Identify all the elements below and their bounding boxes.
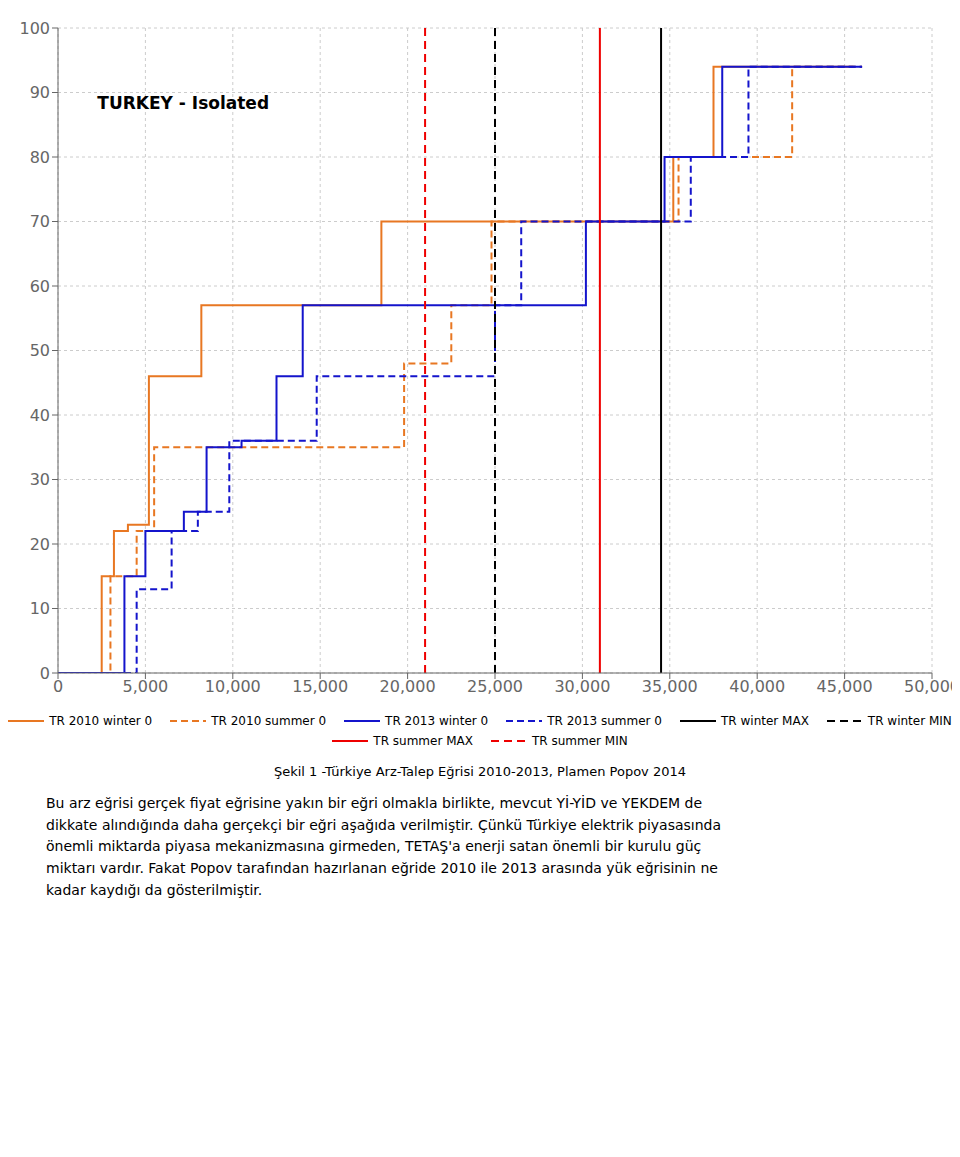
svg-text:20: 20: [30, 535, 50, 554]
svg-text:70: 70: [30, 212, 50, 231]
svg-text:40,000: 40,000: [729, 677, 785, 696]
svg-text:15,000: 15,000: [292, 677, 348, 696]
svg-text:0: 0: [53, 677, 63, 696]
html-text:TR summer MAX: TR summer MAX: [373, 734, 473, 748]
svg-text:40: 40: [30, 406, 50, 425]
svg-text:10: 10: [30, 599, 50, 618]
svg-text:20,000: 20,000: [380, 677, 436, 696]
svg-text:80: 80: [30, 148, 50, 167]
html-text:TR winter MIN: TR winter MIN: [867, 714, 952, 728]
html-text:TR winter MAX: TR winter MAX: [721, 714, 809, 728]
svg-text:45,000: 45,000: [817, 677, 873, 696]
html-text:miktarı vardır. Fakat Popov ta: miktarı vardır. Fakat Popov tarafından h…: [46, 860, 718, 877]
html-text:TURKEY - Isolated: TURKEY - Isolated: [97, 92, 270, 113]
svg-text:100: 100: [19, 19, 50, 38]
svg-text:60: 60: [30, 277, 50, 296]
svg-text:50,000: 50,000: [904, 677, 952, 696]
html-text:Şekil 1 -Türkiye Arz-Talep Eğr: Şekil 1 -Türkiye Arz-Talep Eğrisi 2010-2…: [274, 764, 686, 779]
svg-text:50: 50: [30, 341, 50, 360]
html-text:TR summer MIN: TR summer MIN: [532, 734, 628, 748]
svg-text:0: 0: [40, 664, 50, 683]
html-text:TR 2013 summer 0: TR 2013 summer 0: [547, 714, 662, 728]
svg-text:30,000: 30,000: [554, 677, 610, 696]
html-text:önemli miktarda piyasa mekaniz: önemli miktarda piyasa mekanizmasına gir…: [46, 838, 702, 855]
svg-text:90: 90: [30, 83, 50, 102]
svg-text:10,000: 10,000: [205, 677, 261, 696]
svg-text:30: 30: [30, 470, 50, 489]
html-text:TR 2013 winter 0: TR 2013 winter 0: [385, 714, 489, 728]
html-text:TR 2010 summer 0: TR 2010 summer 0: [211, 714, 327, 728]
svg-text:25,000: 25,000: [467, 677, 523, 696]
html-text:kadar kaydığı da gösterilmişti: kadar kaydığı da gösterilmiştir.: [46, 881, 263, 898]
svg-text:35,000: 35,000: [642, 677, 698, 696]
html-text:Bu arz eğrisi gerçek fiyat eğr: Bu arz eğrisi gerçek fiyat eğrisine yakı…: [46, 795, 702, 811]
svg-text:5,000: 5,000: [122, 677, 168, 696]
html-text:dikkate alındığında daha gerçe: dikkate alındığında daha gerçekçi bir eğ…: [46, 816, 721, 833]
html-text:TR 2010 winter 0: TR 2010 winter 0: [49, 714, 153, 728]
